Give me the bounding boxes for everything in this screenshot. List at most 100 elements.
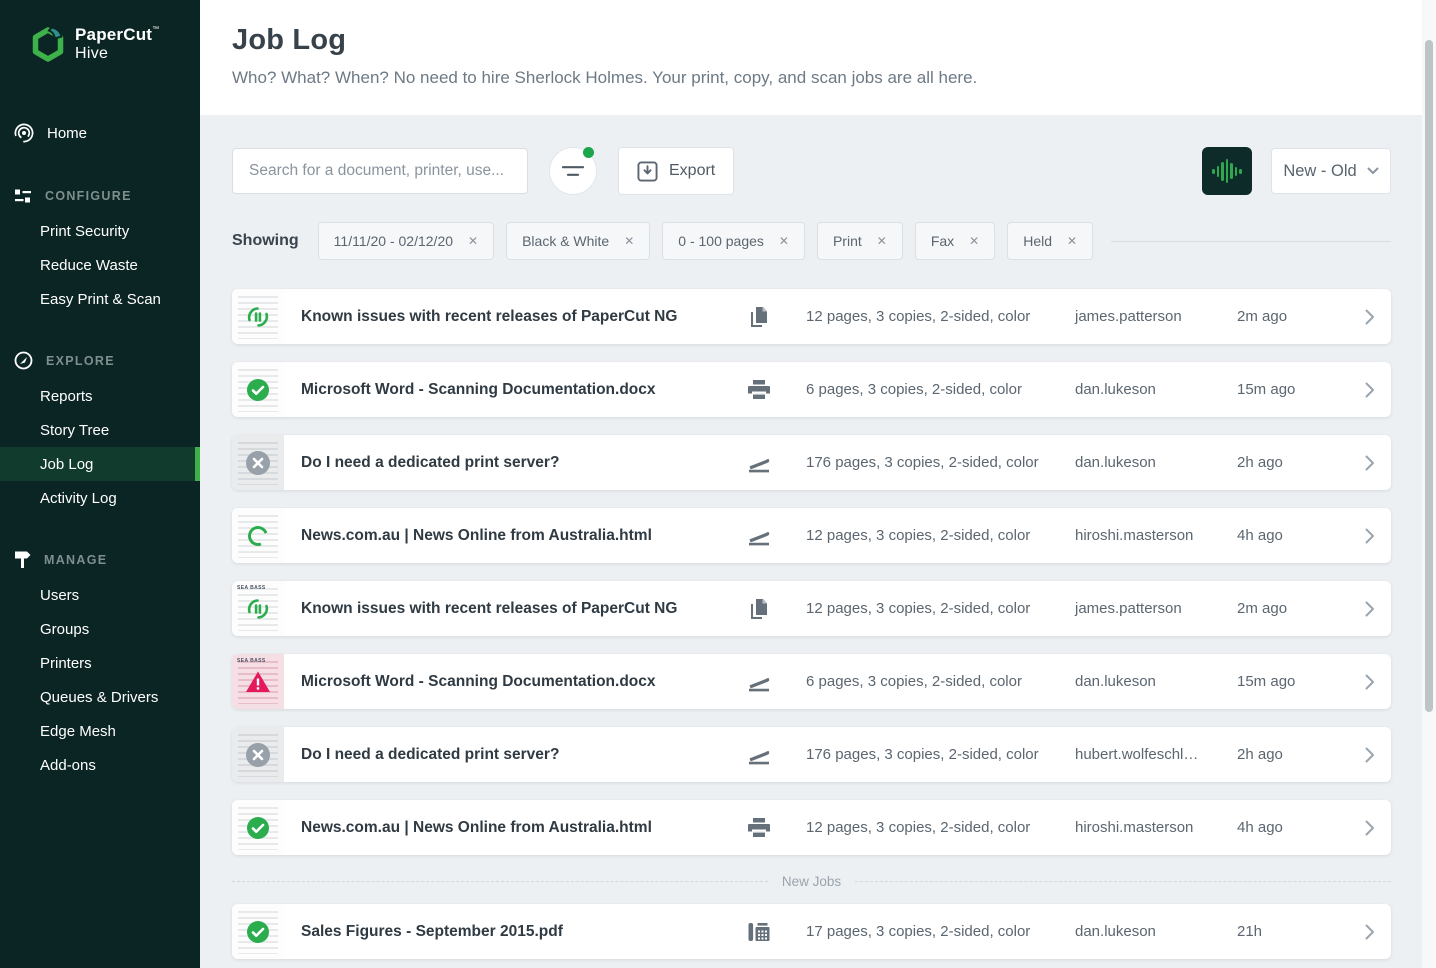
- equalizer-icon: [1216, 165, 1220, 177]
- sidebar-item-users[interactable]: Users: [40, 586, 80, 604]
- scanner-icon: [749, 677, 770, 691]
- sidebar-item-activity-log[interactable]: Activity Log: [40, 489, 117, 507]
- chevron-right-icon[interactable]: [1349, 309, 1391, 325]
- job-row[interactable]: SEA BASS Known issues with recent release…: [232, 581, 1391, 636]
- scanner-icon: [749, 531, 770, 545]
- job-thumbnail: SEA BASS: [232, 581, 284, 636]
- logo-text: PaperCut™ Hive: [75, 26, 159, 63]
- filter-chip-pages[interactable]: 0 - 100 pages ✕: [662, 222, 805, 260]
- error-warning-badge: [246, 671, 270, 692]
- success-check-badge: [247, 378, 269, 401]
- thumbnail-text: SEA BASS: [237, 585, 266, 591]
- activity-equalizer-button[interactable]: [1202, 147, 1252, 195]
- vertical-scrollbar[interactable]: [1422, 0, 1436, 968]
- job-row[interactable]: Sales Figures - September 2015.pdf 17 pag…: [232, 904, 1391, 959]
- filter-button[interactable]: [549, 147, 597, 195]
- remove-chip-icon[interactable]: ✕: [468, 234, 479, 248]
- sidebar-item-story-tree[interactable]: Story Tree: [40, 421, 110, 439]
- job-row[interactable]: News.com.au | News Online from Australia…: [232, 508, 1391, 563]
- chevron-right-icon[interactable]: [1349, 528, 1391, 544]
- sidebar-item-edge-mesh[interactable]: Edge Mesh: [40, 722, 116, 740]
- search-input[interactable]: [232, 148, 528, 194]
- printer-icon: [748, 379, 770, 399]
- job-thumbnail: SEA BASS: [232, 654, 284, 709]
- chevron-right-icon[interactable]: [1349, 674, 1391, 690]
- job-details: 176 pages, 3 copies, 2-sided, color: [806, 746, 1039, 763]
- chevron-down-icon: [1367, 167, 1379, 175]
- chip-label: Black & White: [522, 233, 610, 249]
- chevron-right-icon[interactable]: [1349, 924, 1391, 940]
- job-row[interactable]: Known issues with recent releases of Pap…: [232, 289, 1391, 344]
- remove-chip-icon[interactable]: ✕: [1067, 234, 1078, 248]
- papercut-logo-badge: [247, 306, 269, 327]
- sidebar-item-label: Home: [47, 124, 88, 142]
- sort-order-value: New - Old: [1283, 161, 1357, 180]
- remove-chip-icon[interactable]: ✕: [969, 234, 980, 248]
- page-subtitle: Who? What? When? No need to hire Sherloc…: [232, 68, 978, 87]
- job-thumbnail: [232, 727, 284, 782]
- sidebar-section-configure: CONFIGURE: [0, 178, 200, 214]
- home-beacon-icon: [14, 123, 34, 143]
- remove-chip-icon[interactable]: ✕: [876, 234, 887, 248]
- equalizer-icon: [1234, 166, 1238, 176]
- sort-order-dropdown[interactable]: New - Old: [1271, 148, 1391, 194]
- sidebar-item-print-security[interactable]: Print Security: [40, 222, 130, 240]
- sidebar-item-easy-print-scan[interactable]: Easy Print & Scan: [40, 290, 161, 308]
- sidebar-item-reports[interactable]: Reports: [40, 387, 93, 405]
- page-header: Job Log Who? What? When? No need to hire…: [200, 0, 1422, 115]
- export-button[interactable]: Export: [618, 147, 735, 195]
- job-user: hiroshi.masterson: [1075, 527, 1194, 544]
- filter-chip-black-white[interactable]: Black & White ✕: [506, 222, 651, 260]
- job-thumbnail: [232, 289, 284, 344]
- job-row[interactable]: News.com.au | News Online from Australia…: [232, 800, 1391, 855]
- toolbar-right: New - Old: [1202, 147, 1391, 195]
- job-title: News.com.au | News Online from Australia…: [301, 818, 652, 836]
- job-time: 2m ago: [1237, 600, 1288, 617]
- filter-chip-print[interactable]: Print ✕: [816, 222, 903, 260]
- job-details: 12 pages, 3 copies, 2-sided, color: [806, 600, 1031, 617]
- sidebar-item-groups[interactable]: Groups: [40, 620, 90, 638]
- canceled-x-badge: [246, 742, 270, 767]
- export-label: Export: [669, 162, 716, 179]
- sidebar-item-add-ons[interactable]: Add-ons: [40, 756, 96, 774]
- sidebar-item-printers[interactable]: Printers: [40, 654, 92, 672]
- new-jobs-divider: New Jobs: [232, 873, 1391, 889]
- remove-chip-icon[interactable]: ✕: [778, 234, 789, 248]
- trademark: ™: [152, 26, 160, 33]
- job-title: News.com.au | News Online from Australia…: [301, 526, 652, 544]
- filter-chip-date-range[interactable]: 11/11/20 - 02/12/20 ✕: [317, 222, 495, 260]
- job-user: hubert.wolfeschl…: [1075, 746, 1199, 763]
- job-title: Known issues with recent releases of Pap…: [301, 599, 678, 617]
- chevron-right-icon[interactable]: [1349, 382, 1391, 398]
- job-row[interactable]: Do I need a dedicated print server? 176 p…: [232, 727, 1391, 782]
- chevron-right-icon[interactable]: [1349, 601, 1391, 617]
- job-row[interactable]: SEA BASS Microsoft Word - Scanning Docume…: [232, 654, 1391, 709]
- papercut-logo-badge: [247, 598, 269, 619]
- sidebar-item-job-log[interactable]: Job Log: [0, 447, 200, 481]
- job-user: james.patterson: [1075, 600, 1182, 617]
- sidebar-item-reduce-waste[interactable]: Reduce Waste: [40, 256, 138, 274]
- equalizer-icon: [1230, 163, 1233, 179]
- job-time: 4h ago: [1237, 819, 1283, 836]
- divider-line: [1111, 240, 1391, 242]
- job-user: hiroshi.masterson: [1075, 819, 1194, 836]
- job-row[interactable]: Do I need a dedicated print server? 176 p…: [232, 435, 1391, 490]
- job-thumbnail: [232, 800, 284, 855]
- sidebar-item-queues-drivers[interactable]: Queues & Drivers: [40, 688, 159, 706]
- filter-chip-fax[interactable]: Fax ✕: [914, 222, 996, 260]
- chevron-right-icon[interactable]: [1349, 820, 1391, 836]
- filter-lines-icon: [561, 166, 585, 176]
- job-details: 12 pages, 3 copies, 2-sided, color: [806, 527, 1031, 544]
- job-time: 15m ago: [1237, 381, 1296, 398]
- job-details: 176 pages, 3 copies, 2-sided, color: [806, 454, 1039, 471]
- sidebar-item-home[interactable]: Home: [0, 114, 200, 152]
- chevron-right-icon[interactable]: [1349, 455, 1391, 471]
- chevron-right-icon[interactable]: [1349, 747, 1391, 763]
- job-user: james.patterson: [1075, 308, 1182, 325]
- filter-chip-held[interactable]: Held ✕: [1007, 222, 1094, 260]
- in-progress-spinner-badge: [244, 522, 272, 549]
- remove-chip-icon[interactable]: ✕: [624, 234, 635, 248]
- job-details: 6 pages, 3 copies, 2-sided, color: [806, 381, 1022, 398]
- scrollbar-thumb[interactable]: [1425, 40, 1433, 712]
- job-row[interactable]: Microsoft Word - Scanning Documentation.…: [232, 362, 1391, 417]
